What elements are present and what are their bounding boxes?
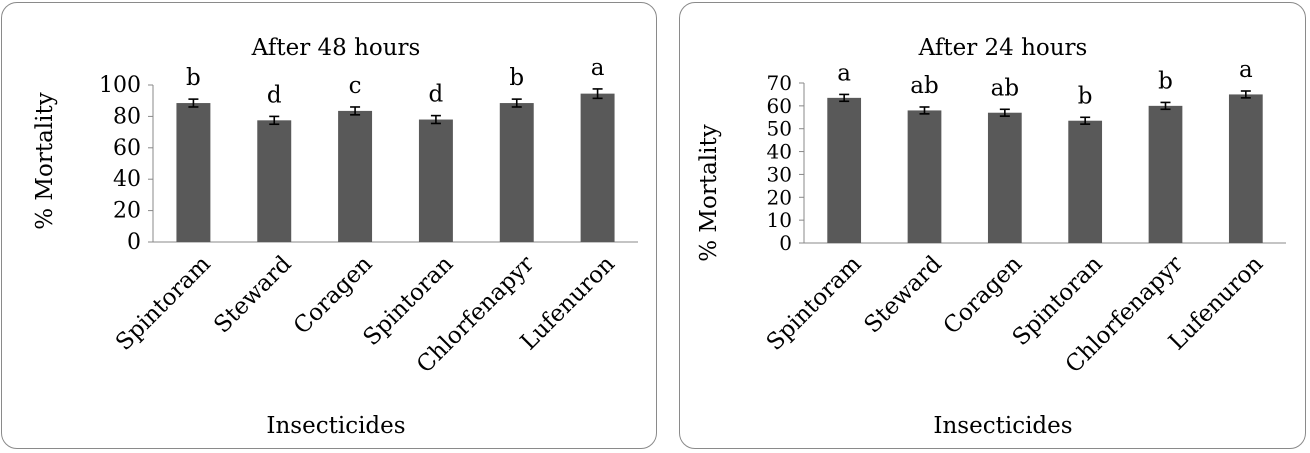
- y-axis-label: % Mortality: [32, 92, 58, 229]
- bar: [338, 110, 373, 242]
- y-tick-label: 50: [767, 117, 792, 141]
- x-axis-label: Insecticides: [266, 413, 405, 439]
- bar: [418, 119, 453, 242]
- chart-48h: After 48 hours Insecticides % Mortality …: [32, 35, 638, 439]
- x-tick-label: Steward: [859, 251, 947, 339]
- x-tick-label: Spintoram: [762, 251, 867, 356]
- bar: [1228, 94, 1263, 243]
- y-tick-label: 70: [767, 71, 792, 95]
- significance-letter: b: [1158, 68, 1173, 94]
- significance-letter: b: [1078, 83, 1093, 109]
- y-tick-label: 100: [99, 73, 141, 98]
- significance-letter: d: [429, 82, 444, 108]
- chart-title: After 24 hours: [918, 35, 1088, 61]
- significance-letter: a: [1239, 57, 1253, 83]
- y-tick-label: 60: [113, 136, 141, 161]
- significance-letter: ab: [910, 73, 938, 99]
- y-tick-label: 40: [767, 140, 792, 164]
- bar: [907, 110, 942, 243]
- y-tick-label: 20: [767, 185, 792, 209]
- bar: [1148, 105, 1183, 243]
- y-tick-label: 0: [127, 230, 141, 255]
- bar: [1068, 120, 1103, 243]
- x-tick-label: Spintoram: [111, 251, 216, 356]
- significance-letter: ab: [991, 75, 1019, 101]
- y-axis-label: % Mortality: [696, 124, 722, 261]
- y-tick-label: 30: [767, 162, 792, 186]
- y-tick-label: 60: [767, 94, 792, 118]
- significance-letter: b: [509, 65, 524, 91]
- significance-letter: c: [349, 73, 362, 99]
- y-tick-label: 10: [767, 208, 792, 232]
- significance-letter: d: [267, 82, 282, 108]
- bar: [987, 112, 1022, 243]
- y-tick-label: 40: [113, 167, 141, 192]
- bar: [827, 97, 862, 243]
- chart-panel-48h: After 48 hours Insecticides % Mortality …: [1, 2, 657, 449]
- chart-24h: After 24 hours Insecticides % Mortality …: [696, 35, 1286, 439]
- significance-letter: b: [186, 65, 201, 91]
- significance-letter: a: [837, 60, 851, 86]
- x-axis-label: Insecticides: [933, 413, 1072, 439]
- y-tick-label: 20: [113, 199, 141, 224]
- bar: [176, 103, 211, 243]
- y-tick-label: 0: [779, 231, 792, 255]
- bar: [499, 103, 534, 243]
- bar: [580, 93, 615, 242]
- y-tick-label: 80: [113, 104, 141, 129]
- bar: [257, 120, 292, 242]
- chart-panel-24h: After 24 hours Insecticides % Mortality …: [679, 2, 1306, 449]
- x-tick-label: Steward: [209, 251, 297, 339]
- significance-letter: a: [591, 55, 605, 81]
- chart-title: After 48 hours: [251, 35, 421, 61]
